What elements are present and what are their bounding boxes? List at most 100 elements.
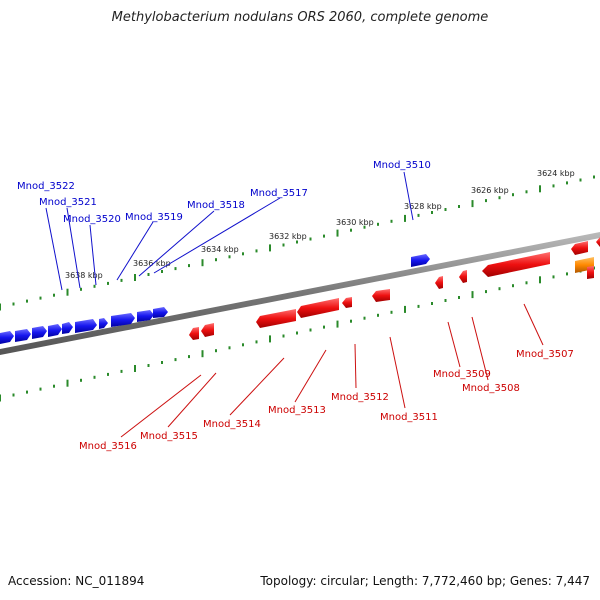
ruler-label: 3634 kbp (201, 245, 239, 254)
gene-arrow[interactable] (571, 241, 588, 255)
ruler-tick-minor (350, 228, 352, 232)
ruler-tick-minor (566, 181, 568, 185)
gene-label[interactable]: Mnod_3515 (140, 431, 198, 442)
gene-label[interactable]: Mnod_3520 (63, 214, 121, 225)
accession-text: Accession: NC_011894 (8, 574, 145, 588)
ruler-tick-major (404, 214, 406, 222)
gene-label[interactable]: Mnod_3514 (203, 419, 261, 430)
ruler-tick-minor (147, 364, 150, 367)
ruler-tick-minor (107, 281, 109, 285)
ruler-tick-major (269, 335, 271, 343)
gene-label[interactable]: Mnod_3513 (268, 405, 326, 416)
gene-arrow[interactable] (15, 329, 31, 342)
ruler-tick-minor (579, 178, 582, 182)
ruler-tick-major (66, 379, 69, 387)
ruler-tick-minor (174, 358, 177, 362)
ruler-tick-minor (147, 273, 150, 276)
gene-label[interactable]: Mnod_3507 (516, 349, 574, 360)
ruler-tick-minor (566, 272, 568, 276)
ruler-tick-major (539, 185, 541, 193)
ruler-tick-minor (80, 287, 82, 291)
ruler-label: 3636 kbp (133, 259, 171, 268)
gene-label[interactable]: Mnod_3518 (187, 200, 245, 211)
ruler-tick-minor (525, 281, 528, 285)
ruler-tick-minor (363, 316, 366, 320)
gene-label[interactable]: Mnod_3510 (373, 160, 431, 171)
gene-arrow[interactable] (32, 326, 47, 339)
ruler-tick-minor (53, 293, 55, 297)
gene-label[interactable]: Mnod_3512 (331, 392, 389, 403)
reverse-gene-labels: Mnod_3516 Mnod_3515 Mnod_3514 Mnod_3513 … (79, 349, 574, 452)
ruler-tick-minor (174, 267, 177, 271)
gene-label[interactable]: Mnod_3516 (79, 441, 137, 452)
ruler-tick-minor (431, 211, 433, 214)
ruler-tick-minor (12, 393, 15, 397)
gene-label[interactable]: Mnod_3521 (39, 197, 97, 208)
ruler-tick-minor (107, 372, 109, 376)
gene-arrow[interactable] (111, 313, 135, 327)
gene-arrow[interactable] (435, 276, 443, 289)
gene-arrow[interactable] (75, 319, 97, 333)
gene-arrow[interactable] (596, 237, 600, 247)
gene-arrow[interactable] (137, 310, 154, 322)
ruler-tick-major (539, 276, 541, 284)
gene-arrow[interactable] (587, 266, 594, 279)
gene-arrow[interactable] (48, 324, 62, 337)
gene-arrow[interactable] (297, 298, 339, 318)
ruler-tick-major (134, 274, 136, 281)
leader-line (138, 210, 215, 277)
ruler-tick-minor (444, 208, 447, 211)
ruler-tick-major (269, 244, 271, 252)
gene-label[interactable]: Mnod_3522 (17, 181, 75, 192)
ruler-tick-minor (458, 296, 460, 299)
leader-line (66, 207, 81, 289)
ruler-tick-major (201, 259, 204, 267)
forward-gene-labels: Mnod_3522 Mnod_3521 Mnod_3520 Mnod_3519 … (17, 160, 431, 225)
ruler-labels: 3624 kbp 3626 kbp 3628 kbp 3630 kbp 3632… (65, 169, 575, 280)
gene-label[interactable]: Mnod_3509 (433, 369, 491, 380)
map-title: Methylobacterium nodulans ORS 2060, comp… (111, 10, 489, 25)
gene-arrow[interactable] (342, 297, 352, 308)
gene-arrow[interactable] (153, 307, 168, 318)
ruler-label: 3638 kbp (65, 271, 103, 280)
ruler-label: 3626 kbp (471, 186, 509, 195)
ruler-tick-minor (309, 237, 312, 241)
gene-arrow[interactable] (459, 270, 467, 283)
gene-arrow[interactable] (189, 327, 199, 340)
forward-strand-genes (0, 254, 430, 344)
gene-arrow[interactable] (256, 309, 296, 328)
ruler-tick-minor (93, 284, 96, 288)
ruler-tick-minor (161, 270, 163, 273)
gene-arrow[interactable] (0, 331, 14, 344)
ruler-tick-minor (377, 313, 379, 317)
ruler-tick-minor (296, 331, 298, 335)
ruler-tick-minor (390, 310, 393, 314)
reverse-strand-genes (189, 237, 600, 340)
gene-label[interactable]: Mnod_3519 (125, 212, 183, 223)
gene-arrow[interactable] (201, 323, 214, 337)
ruler-tick-major (471, 291, 474, 299)
gene-arrow[interactable] (482, 252, 550, 277)
ruler-tick-major (0, 303, 1, 311)
gene-arrow[interactable] (62, 322, 73, 334)
ruler-tick-minor (120, 278, 123, 282)
ruler-tick-minor (593, 175, 595, 179)
ruler-tick-minor (296, 240, 298, 244)
ruler-tick-minor (255, 249, 258, 253)
gene-arrow[interactable] (99, 318, 108, 329)
ruler-tick-minor (242, 252, 244, 256)
ruler-tick-minor (282, 334, 285, 338)
gene-arrow[interactable] (411, 254, 430, 267)
ruler-tick-minor (26, 299, 28, 303)
gene-label[interactable]: Mnod_3508 (462, 383, 520, 394)
gene-label[interactable]: Mnod_3511 (380, 412, 438, 423)
ruler-tick-major (336, 229, 339, 237)
ruler-tick-minor (26, 390, 28, 394)
leader-line (447, 321, 461, 368)
ruler-tick-minor (161, 361, 163, 364)
ruler-tick-minor (215, 258, 217, 262)
ruler-label: 3624 kbp (537, 169, 575, 178)
ruler-tick-minor (323, 234, 325, 238)
gene-label[interactable]: Mnod_3517 (250, 188, 308, 199)
gene-arrow[interactable] (372, 289, 390, 302)
